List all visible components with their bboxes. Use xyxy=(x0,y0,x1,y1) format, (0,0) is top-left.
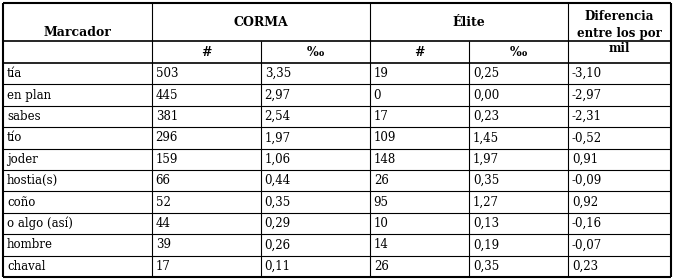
Text: joder: joder xyxy=(7,153,38,166)
Text: 1,97: 1,97 xyxy=(473,153,499,166)
Text: 0,23: 0,23 xyxy=(473,110,499,123)
Text: 19: 19 xyxy=(373,67,389,80)
Text: 1,27: 1,27 xyxy=(473,196,499,209)
Text: 109: 109 xyxy=(373,131,396,144)
Text: 148: 148 xyxy=(373,153,396,166)
Text: 0,13: 0,13 xyxy=(473,217,499,230)
Text: o algo (así): o algo (así) xyxy=(7,217,73,230)
Text: 17: 17 xyxy=(156,260,171,273)
Text: 503: 503 xyxy=(156,67,178,80)
Text: en plan: en plan xyxy=(7,88,51,102)
Text: 0,92: 0,92 xyxy=(572,196,598,209)
Text: 66: 66 xyxy=(156,174,171,187)
Text: tío: tío xyxy=(7,131,22,144)
Text: coño: coño xyxy=(7,196,35,209)
Text: 0,25: 0,25 xyxy=(473,67,499,80)
Text: #: # xyxy=(201,45,212,59)
Text: 0,26: 0,26 xyxy=(265,238,290,251)
Text: hombre: hombre xyxy=(7,238,53,251)
Text: sabes: sabes xyxy=(7,110,40,123)
Text: 0,44: 0,44 xyxy=(265,174,291,187)
Text: 0,00: 0,00 xyxy=(473,88,499,102)
Text: 381: 381 xyxy=(156,110,178,123)
Text: -2,97: -2,97 xyxy=(572,88,602,102)
Text: 296: 296 xyxy=(156,131,178,144)
Text: Diferencia
entre los por
mil: Diferencia entre los por mil xyxy=(577,10,662,55)
Text: 1,45: 1,45 xyxy=(473,131,499,144)
Text: 14: 14 xyxy=(373,238,389,251)
Text: -0,09: -0,09 xyxy=(572,174,602,187)
Text: 26: 26 xyxy=(373,260,389,273)
Text: Élite: Élite xyxy=(452,15,485,29)
Text: 26: 26 xyxy=(373,174,389,187)
Text: -0,07: -0,07 xyxy=(572,238,602,251)
Text: 95: 95 xyxy=(373,196,389,209)
Text: Marcador: Marcador xyxy=(43,27,111,39)
Text: -3,10: -3,10 xyxy=(572,67,602,80)
Text: 3,35: 3,35 xyxy=(265,67,291,80)
Text: tía: tía xyxy=(7,67,22,80)
Text: 2,54: 2,54 xyxy=(265,110,290,123)
Text: -2,31: -2,31 xyxy=(572,110,602,123)
Text: 0: 0 xyxy=(373,88,381,102)
Text: hostia(s): hostia(s) xyxy=(7,174,58,187)
Text: 159: 159 xyxy=(156,153,178,166)
Text: 0,35: 0,35 xyxy=(473,174,499,187)
Text: #: # xyxy=(414,45,425,59)
Text: 445: 445 xyxy=(156,88,178,102)
Text: 0,19: 0,19 xyxy=(473,238,499,251)
Text: 10: 10 xyxy=(373,217,389,230)
Text: 1,06: 1,06 xyxy=(265,153,290,166)
Text: ‰: ‰ xyxy=(510,45,527,59)
Text: CORMA: CORMA xyxy=(233,15,288,29)
Text: 44: 44 xyxy=(156,217,171,230)
Text: 1,97: 1,97 xyxy=(265,131,290,144)
Text: 0,35: 0,35 xyxy=(473,260,499,273)
Text: ‰: ‰ xyxy=(307,45,324,59)
Text: 0,11: 0,11 xyxy=(265,260,290,273)
Text: chaval: chaval xyxy=(7,260,46,273)
Text: 2,97: 2,97 xyxy=(265,88,290,102)
Text: -0,52: -0,52 xyxy=(572,131,602,144)
Text: 0,23: 0,23 xyxy=(572,260,598,273)
Text: 0,91: 0,91 xyxy=(572,153,598,166)
Text: 39: 39 xyxy=(156,238,171,251)
Text: 52: 52 xyxy=(156,196,171,209)
Text: -0,16: -0,16 xyxy=(572,217,602,230)
Text: 17: 17 xyxy=(373,110,389,123)
Text: 0,35: 0,35 xyxy=(265,196,291,209)
Text: 0,29: 0,29 xyxy=(265,217,290,230)
